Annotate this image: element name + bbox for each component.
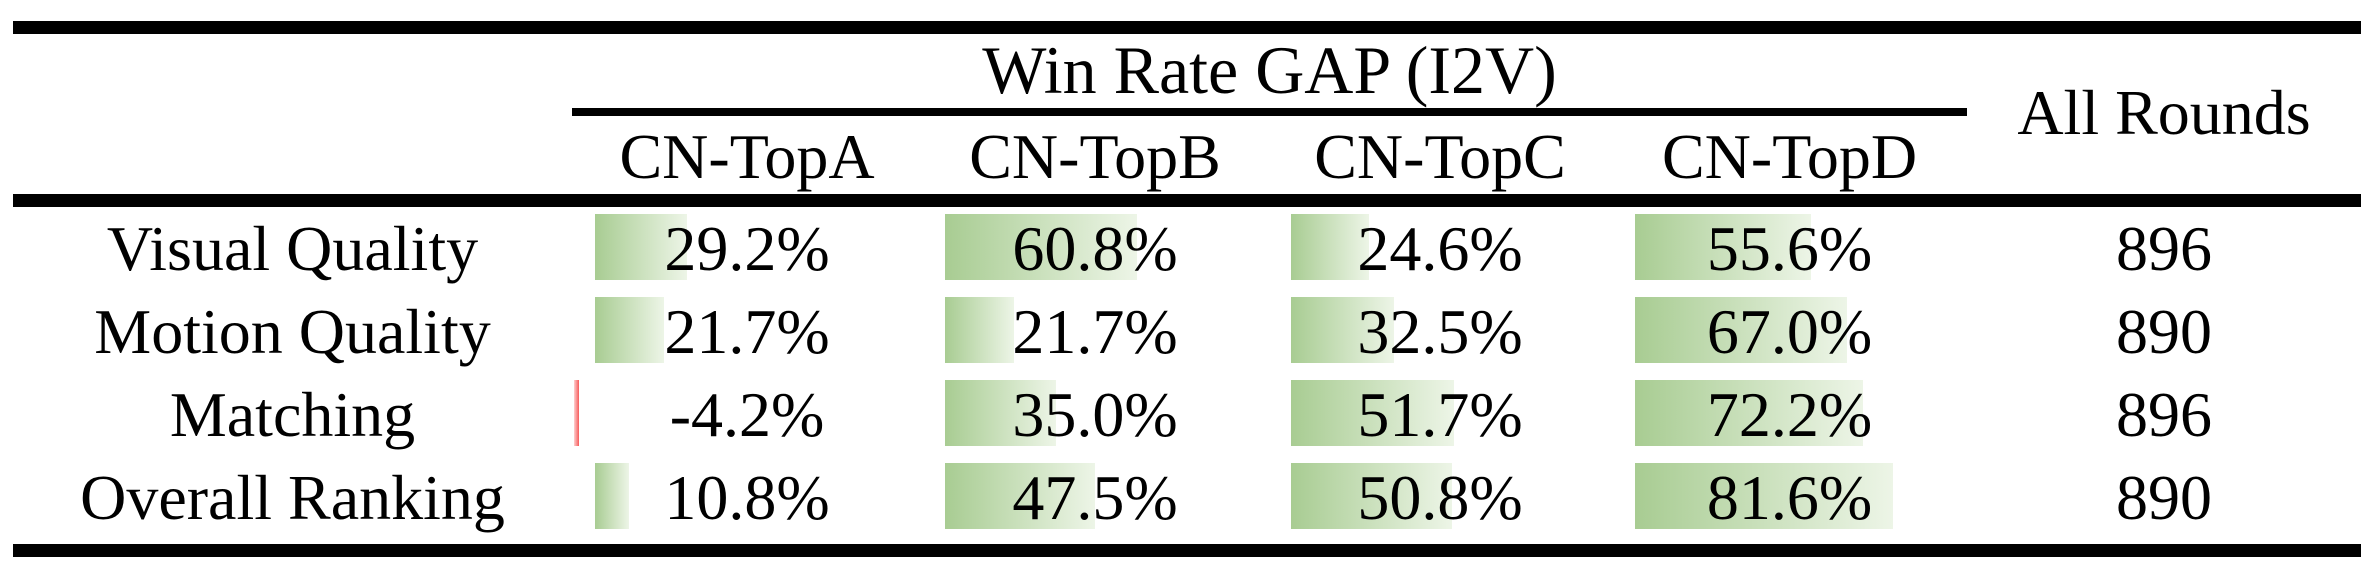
win-rate-value: 51.7%: [1357, 378, 1523, 450]
column-header-all-rounds: All Rounds: [2017, 77, 2311, 148]
header-rule: [13, 194, 2361, 207]
group-header-win-rate-gap: Win Rate GAP (I2V): [982, 32, 1557, 108]
win-rate-cell: 60.8%: [922, 207, 1268, 290]
win-rate-value: 67.0%: [1706, 295, 1873, 367]
column-header-cn-topb: CN-TopB: [969, 121, 1221, 192]
win-rate-cell: 67.0%: [1612, 290, 1967, 373]
group-underline-rule: [572, 108, 1967, 116]
win-rate-cell: 32.5%: [1268, 290, 1612, 373]
column-header-cn-topc: CN-TopC: [1314, 121, 1566, 192]
win-rate-cell: 50.8%: [1268, 456, 1612, 539]
win-rate-value: 50.8%: [1357, 461, 1523, 533]
column-header-cn-topa: CN-TopA: [619, 121, 875, 192]
all-rounds-value: 896: [2116, 212, 2212, 284]
column-header-cn-topd: CN-TopD: [1661, 121, 1918, 192]
row-label-overall-ranking: Overall Ranking: [80, 461, 505, 533]
win-rate-value: 72.2%: [1706, 378, 1873, 450]
win-rate-cell: 29.2%: [572, 207, 922, 290]
win-rate-bar: [595, 297, 664, 363]
row-label-visual-quality: Visual Quality: [106, 212, 479, 284]
win-rate-cell: -4.2%: [572, 373, 922, 456]
win-rate-value: 47.5%: [1012, 461, 1178, 533]
all-rounds-value: 890: [2116, 295, 2212, 367]
row-label-matching: Matching: [169, 378, 416, 450]
win-rate-value: 55.6%: [1706, 212, 1873, 284]
win-rate-cell: 24.6%: [1268, 207, 1612, 290]
win-rate-cell: 72.2%: [1612, 373, 1967, 456]
win-rate-value: 21.7%: [664, 295, 830, 367]
row-label-motion-quality: Motion Quality: [94, 295, 491, 367]
win-rate-value: 21.7%: [1012, 295, 1178, 367]
all-rounds-value: 896: [2116, 378, 2212, 450]
all-rounds-value: 890: [2116, 461, 2212, 533]
win-rate-value: 60.8%: [1012, 212, 1178, 284]
win-rate-cell: 35.0%: [922, 373, 1268, 456]
win-rate-cell: 47.5%: [922, 456, 1268, 539]
bottom-rule: [13, 544, 2361, 557]
win-rate-cell: 21.7%: [922, 290, 1268, 373]
win-rate-bar: [595, 463, 630, 529]
win-rate-cell: 21.7%: [572, 290, 922, 373]
win-rate-value: -4.2%: [669, 378, 825, 450]
win-rate-value: 81.6%: [1706, 461, 1873, 533]
win-rate-cell: 81.6%: [1612, 456, 1967, 539]
win-rate-value: 32.5%: [1357, 295, 1523, 367]
win-rate-value: 10.8%: [664, 461, 830, 533]
win-rate-value: 29.2%: [664, 212, 830, 284]
win-rate-value: 35.0%: [1012, 378, 1178, 450]
win-rate-bar-negative: [574, 380, 579, 446]
win-rate-cell: 55.6%: [1612, 207, 1967, 290]
win-rate-cell: 51.7%: [1268, 373, 1612, 456]
top-rule: [13, 21, 2361, 34]
win-rate-bar: [945, 297, 1014, 363]
win-rate-cell: 10.8%: [572, 456, 922, 539]
win-rate-value: 24.6%: [1357, 212, 1523, 284]
